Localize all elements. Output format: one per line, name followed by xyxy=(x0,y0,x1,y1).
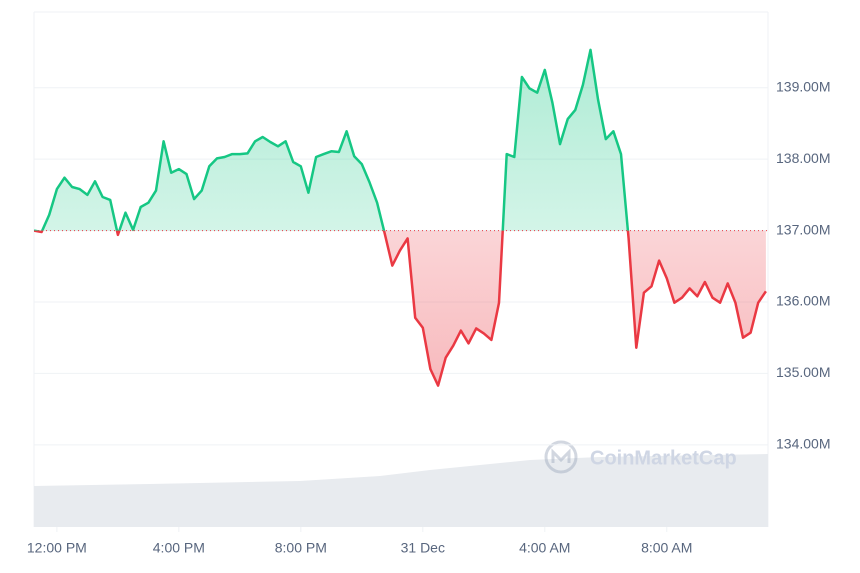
x-tick-label: 8:00 AM xyxy=(641,540,692,556)
y-tick-label: 137.00M xyxy=(776,221,830,237)
area-up xyxy=(34,49,766,231)
x-tick-label: 12:00 PM xyxy=(27,540,87,556)
x-tick-label: 31 Dec xyxy=(401,540,445,556)
y-tick-label: 134.00M xyxy=(776,436,830,452)
y-tick-label: 136.00M xyxy=(776,293,830,309)
x-tick-label: 4:00 AM xyxy=(519,540,570,556)
watermark-text: CoinMarketCap xyxy=(590,447,737,469)
watermark xyxy=(544,440,578,474)
y-tick-label: 135.00M xyxy=(776,364,830,380)
price-line-up xyxy=(34,48,630,231)
y-tick-label: 138.00M xyxy=(776,150,830,166)
x-tick-label: 4:00 PM xyxy=(153,540,205,556)
area-down xyxy=(34,230,766,386)
price-line-down xyxy=(34,230,767,387)
x-tick-label: 8:00 PM xyxy=(275,540,327,556)
volume-area xyxy=(34,454,768,527)
y-tick-label: 139.00M xyxy=(776,78,830,94)
